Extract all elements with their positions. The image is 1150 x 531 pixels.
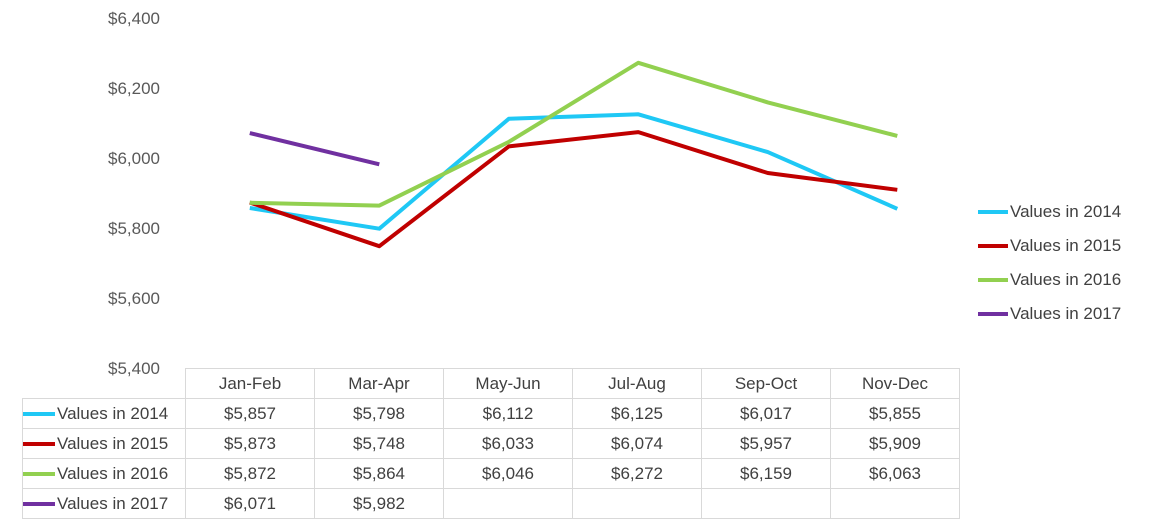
table-row: Values in 2016 $5,872 $5,864 $6,046 $6,272 $6… (22, 458, 960, 489)
table-column-header: Nov-Dec (830, 368, 960, 399)
table-cell: $5,982 (314, 488, 444, 519)
table-row: Values in 2017 $6,071 $5,982 (22, 488, 960, 519)
legend-swatch (978, 278, 1008, 282)
table-row-header: Values in 2016 (22, 458, 186, 489)
y-axis-tick-labels: $6,400 $6,200 $6,000 $5,800 $5,600 $5,400 (108, 9, 160, 378)
data-table: Jan-Feb Mar-Apr May-Jun Jul-Aug Sep-Oct Nov-D… (22, 368, 960, 519)
table-column-header: Jul-Aug (572, 368, 702, 399)
table-cell: $6,272 (572, 458, 702, 489)
table-cell (443, 488, 573, 519)
table-cell: $6,046 (443, 458, 573, 489)
table-cell (701, 488, 831, 519)
table-cell (830, 488, 960, 519)
legend-label: Values in 2017 (1010, 304, 1122, 323)
series-line (249, 130, 898, 249)
table-corner-cell (23, 369, 186, 399)
legend-key (23, 412, 55, 417)
table-cell: $5,855 (830, 398, 960, 429)
y-tick-label: $6,000 (108, 149, 160, 168)
legend-item: Values in 2017 (978, 302, 1121, 326)
y-tick-label: $5,400 (108, 359, 160, 378)
table-row: Values in 2015 $5,873 $5,748 $6,033 $6,074 $5… (22, 428, 960, 459)
table-cell: $6,112 (443, 398, 573, 429)
legend-label: Values in 2015 (1010, 236, 1122, 255)
table-cell: $5,909 (830, 428, 960, 459)
table-cell: $6,033 (443, 428, 573, 459)
legend-item: Values in 2015 (978, 234, 1121, 258)
table-row-header: Values in 2014 (22, 398, 186, 429)
table-header-row: Jan-Feb Mar-Apr May-Jun Jul-Aug Sep-Oct Nov-D… (23, 368, 960, 399)
legend-label: Values in 2016 (1010, 270, 1122, 289)
table-cell: $5,864 (314, 458, 444, 489)
table-cell: $6,063 (830, 458, 960, 489)
table-row-header: Values in 2015 (22, 428, 186, 459)
table-cell: $5,857 (185, 398, 315, 429)
series-name: Values in 2014 (57, 403, 169, 423)
table-body: Values in 2014 $5,857 $5,798 $6,112 $6,125 $6… (22, 398, 960, 519)
table-column-header: May-Jun (443, 368, 573, 399)
table-cell: $5,957 (701, 428, 831, 459)
table-row: Values in 2014 $5,857 $5,798 $6,112 $6,125 $6… (22, 398, 960, 429)
legend-key (23, 472, 55, 477)
y-tick-label: $5,600 (108, 289, 160, 308)
table-cell: $6,159 (701, 458, 831, 489)
legend-swatch (978, 210, 1008, 214)
table-cell: $5,872 (185, 458, 315, 489)
table-column-header: Jan-Feb (185, 368, 315, 399)
table-cell: $5,873 (185, 428, 315, 459)
legend-swatch (978, 312, 1008, 316)
y-tick-label: $6,400 (108, 9, 160, 28)
table-cell: $5,798 (314, 398, 444, 429)
y-tick-label: $5,800 (108, 219, 160, 238)
series-line (249, 112, 899, 231)
series-name: Values in 2015 (57, 433, 169, 453)
legend-key (23, 442, 55, 447)
table-column-header: Mar-Apr (314, 368, 444, 399)
table-cell: $6,017 (701, 398, 831, 429)
legend-key (23, 502, 55, 507)
table-cell (572, 488, 702, 519)
series-lines (249, 60, 899, 249)
table-row-header: Values in 2017 (22, 488, 186, 519)
table-cell: $6,125 (572, 398, 702, 429)
table-cell: $6,074 (572, 428, 702, 459)
series-name: Values in 2017 (57, 493, 169, 513)
table-cell: $5,748 (314, 428, 444, 459)
legend-label: Values in 2014 (1010, 202, 1122, 221)
series-name: Values in 2016 (57, 463, 169, 483)
legend-swatch (978, 244, 1008, 248)
table-column-header: Sep-Oct (701, 368, 831, 399)
legend-item: Values in 2016 (978, 268, 1121, 292)
legend-item: Values in 2014 (978, 200, 1121, 224)
series-line (249, 60, 898, 208)
table-cell: $6,071 (185, 488, 315, 519)
y-tick-label: $6,200 (108, 79, 160, 98)
series-line (249, 131, 380, 167)
